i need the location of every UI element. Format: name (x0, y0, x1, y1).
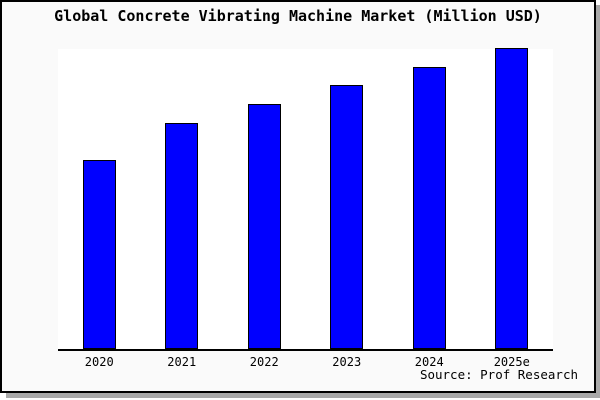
bar-2024 (412, 67, 446, 349)
bar-slot (388, 49, 471, 349)
x-tick-label: 2020 (84, 355, 114, 369)
bar-2021 (165, 123, 199, 349)
chart-title: Global Concrete Vibrating Machine Market… (54, 7, 542, 25)
x-tick-label: 2021 (167, 355, 197, 369)
x-tick-label: 2025e (493, 355, 530, 369)
chart-frame: Global Concrete Vibrating Machine Market… (0, 0, 596, 393)
bar-slot (223, 49, 306, 349)
bar-slot (58, 49, 141, 349)
bar-slot (141, 49, 224, 349)
x-tick-label: 2023 (332, 355, 362, 369)
source-note: Source: Prof Research (419, 367, 578, 382)
x-axis-labels: 2020 2021 2022 2023 2024 2025e (58, 355, 553, 369)
plot-area (58, 48, 554, 351)
bars-container (58, 48, 554, 349)
bar-2020 (82, 160, 116, 349)
bar-2022 (247, 104, 281, 349)
bar-slot (306, 49, 389, 349)
bar-2023 (330, 85, 364, 349)
bar-slot (471, 48, 554, 349)
x-tick-label: 2022 (249, 355, 279, 369)
x-tick-label: 2024 (414, 355, 444, 369)
bar-2025e (495, 48, 529, 349)
